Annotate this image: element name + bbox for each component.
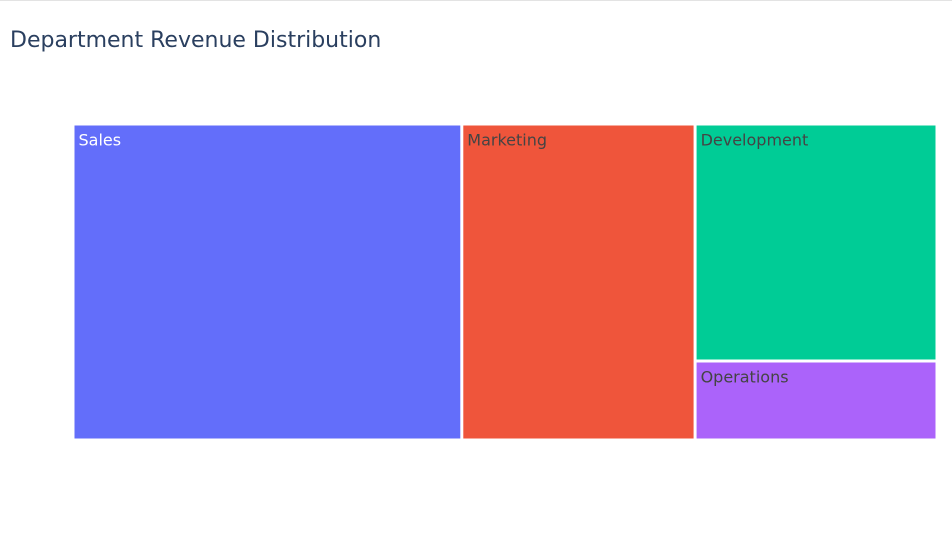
top-border <box>0 0 952 1</box>
treemap-tile-development[interactable]: Development <box>696 125 936 360</box>
treemap-tile-operations[interactable]: Operations <box>696 362 936 439</box>
treemap-label: Development <box>701 131 809 150</box>
treemap-rect[interactable] <box>696 362 936 439</box>
treemap-label: Sales <box>79 131 122 150</box>
treemap-rect[interactable] <box>696 125 936 360</box>
treemap-tile-marketing[interactable]: Marketing <box>463 125 694 439</box>
treemap-rect[interactable] <box>74 125 461 439</box>
treemap-rect[interactable] <box>463 125 694 439</box>
chart-title: Department Revenue Distribution <box>10 28 382 53</box>
treemap-label: Operations <box>701 368 789 387</box>
treemap-label: Marketing <box>467 131 547 150</box>
treemap-tile-sales[interactable]: Sales <box>74 125 461 439</box>
